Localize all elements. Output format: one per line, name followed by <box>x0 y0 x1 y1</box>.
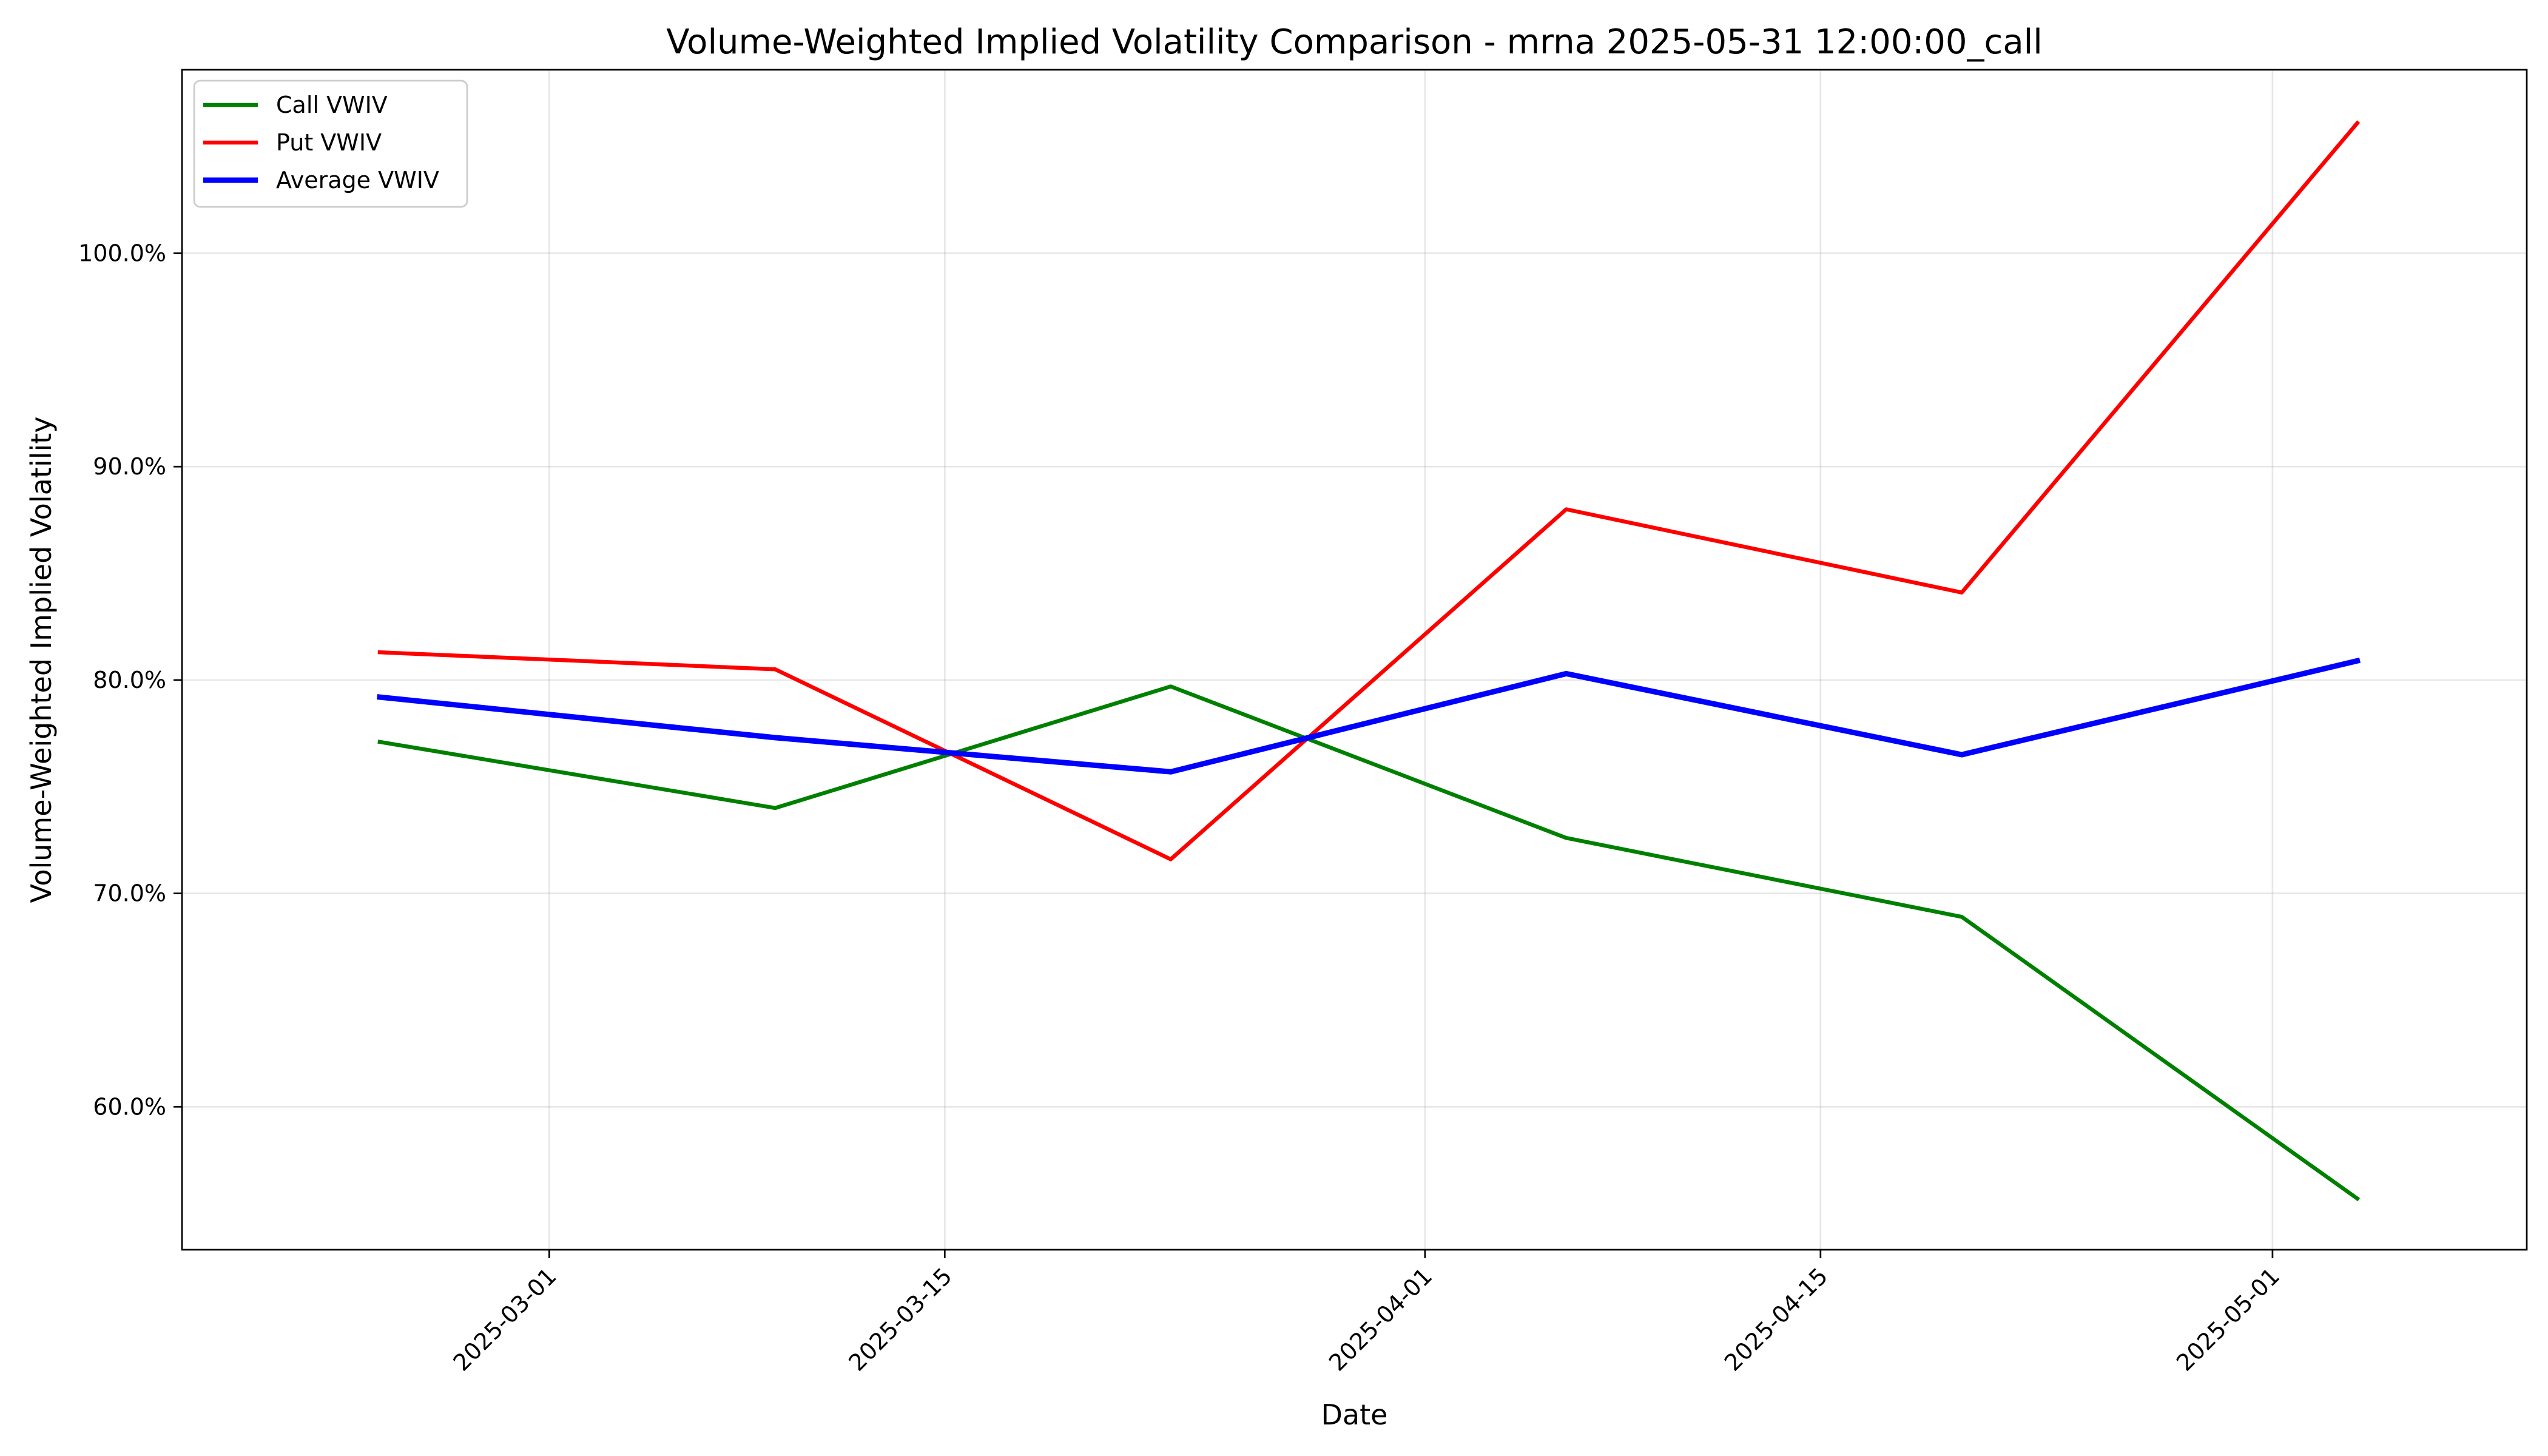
legend: Call VWIV Put VWIV Average VWIV <box>193 79 468 208</box>
series-line-put-vwiv <box>377 120 2361 861</box>
y-tick-label: 60.0% <box>93 1093 166 1120</box>
y-tick-label: 100.0% <box>78 240 166 266</box>
legend-label: Put VWIV <box>276 129 382 156</box>
series-line-average-vwiv <box>377 657 2361 775</box>
x-axis-ticks: 2025-03-01 2025-03-15 2025-04-01 2025-04-15… <box>448 1250 2285 1377</box>
series-layer <box>377 120 2361 1202</box>
x-tick-label: 2025-04-01 <box>1324 1262 1437 1376</box>
x-axis-label: Date <box>1321 1398 1388 1431</box>
y-axis-ticks: 60.0% 70.0% 80.0% 90.0% 100.0% <box>78 240 182 1120</box>
x-tick-label: 2025-04-15 <box>1719 1262 1833 1376</box>
y-axis-label: Volume-Weighted Implied Volatility <box>25 416 58 903</box>
plot-frame <box>181 69 2528 1251</box>
x-tick-label: 2025-03-15 <box>843 1262 957 1376</box>
x-tick-label: 2025-05-01 <box>2171 1262 2285 1376</box>
y-tick-label: 80.0% <box>93 667 166 693</box>
legend-box <box>193 79 468 208</box>
legend-label: Average VWIV <box>276 167 439 194</box>
y-tick-label: 70.0% <box>93 880 166 907</box>
chart-title: Volume-Weighted Implied Volatility Compa… <box>666 22 2043 62</box>
x-tick-label: 2025-03-01 <box>448 1262 561 1376</box>
series-line-call-vwiv <box>377 684 2361 1202</box>
grid <box>182 70 2527 1250</box>
y-tick-label: 90.0% <box>93 453 166 480</box>
legend-label: Call VWIV <box>276 92 388 118</box>
